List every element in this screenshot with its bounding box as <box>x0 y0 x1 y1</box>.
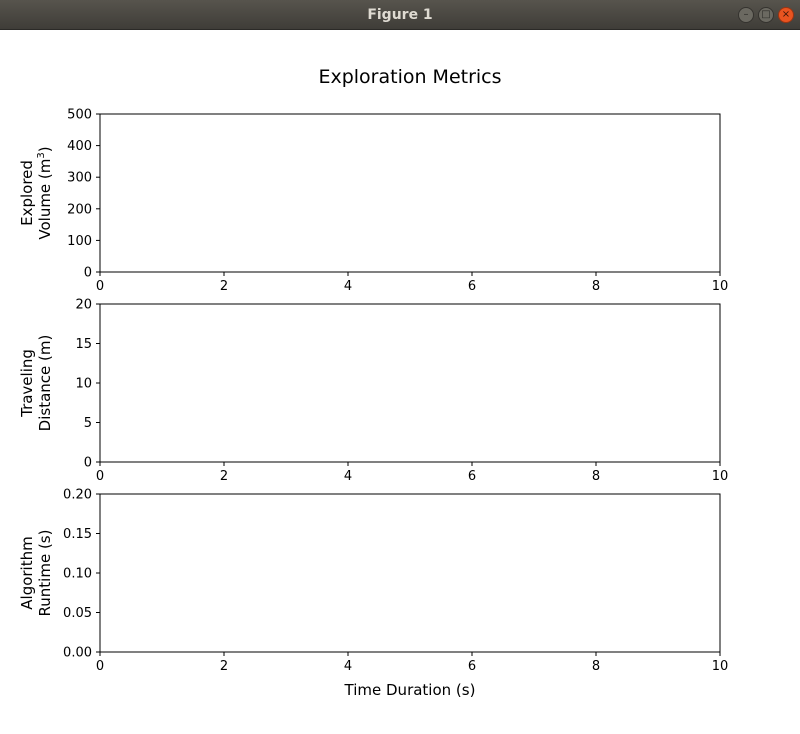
y-tick-label: 0.10 <box>63 567 92 582</box>
x-tick-label: 4 <box>344 659 352 674</box>
x-tick-label: 6 <box>468 469 476 484</box>
close-icon[interactable]: × <box>778 7 794 23</box>
window-title: Figure 1 <box>367 7 433 23</box>
y-tick-label: 10 <box>75 377 92 392</box>
y-tick-label: 20 <box>75 298 92 313</box>
y-axis-label: TravelingDistance (m) <box>18 335 54 432</box>
x-tick-label: 10 <box>712 659 729 674</box>
window-titlebar[interactable]: Figure 1 – □ × <box>0 0 800 30</box>
x-tick-label: 6 <box>468 279 476 294</box>
x-tick-label: 4 <box>344 469 352 484</box>
x-tick-label: 2 <box>220 279 228 294</box>
y-tick-label: 100 <box>67 234 92 249</box>
y-tick-label: 0.15 <box>63 527 92 542</box>
x-tick-label: 8 <box>592 279 600 294</box>
axes-frame <box>99 113 721 273</box>
x-tick-label: 6 <box>468 659 476 674</box>
x-tick-label: 2 <box>220 659 228 674</box>
y-tick-label: 0 <box>84 266 92 281</box>
y-tick-label: 0.00 <box>63 646 92 661</box>
x-tick-label: 0 <box>96 469 104 484</box>
subplot-2: 0 2 4 6 8 10 0 5 10 15 20 TravelingDistance (m) <box>18 298 728 485</box>
maximize-icon[interactable]: □ <box>758 7 774 23</box>
x-axis-label: Time Duration (s) <box>344 681 476 699</box>
x-tick-label: 0 <box>96 279 104 294</box>
x-tick-label: 10 <box>712 279 729 294</box>
x-tick-label: 4 <box>344 279 352 294</box>
y-tick-label: 5 <box>84 416 92 431</box>
y-tick-label: 15 <box>75 337 92 352</box>
y-tick-label: 200 <box>67 202 92 217</box>
x-tick-label: 0 <box>96 659 104 674</box>
x-tick-label: 10 <box>712 469 729 484</box>
x-tick-label: 2 <box>220 469 228 484</box>
y-tick-label: 400 <box>67 139 92 154</box>
y-tick-label: 0.20 <box>63 488 92 503</box>
y-tick-label: 300 <box>67 171 92 186</box>
y-axis-label: AlgorithmRuntime (s) <box>18 530 54 617</box>
chart-title: Exploration Metrics <box>318 66 501 88</box>
x-tick-label: 8 <box>592 659 600 674</box>
chart-svg: Exploration Metrics 0 2 4 6 8 100100200300400… <box>18 66 728 699</box>
minimize-icon[interactable]: – <box>738 7 754 23</box>
y-axis-label: ExploredVolume (m3) <box>18 146 54 239</box>
y-tick-label: 0.05 <box>63 606 92 621</box>
y-tick-label: 500 <box>67 108 92 123</box>
x-tick-label: 8 <box>592 469 600 484</box>
axes-frame <box>99 493 721 653</box>
figure-canvas: Exploration Metrics 0 2 4 6 8 10 0 100 200 300 400… <box>0 30 800 730</box>
axes-frame <box>99 303 721 463</box>
subplot-3: 0 2 4 6 8 10 0.00 0.05 0.10 0.15 0.20 AlgorithmRunt… <box>18 488 728 675</box>
y-tick-label: 0 <box>84 456 92 471</box>
